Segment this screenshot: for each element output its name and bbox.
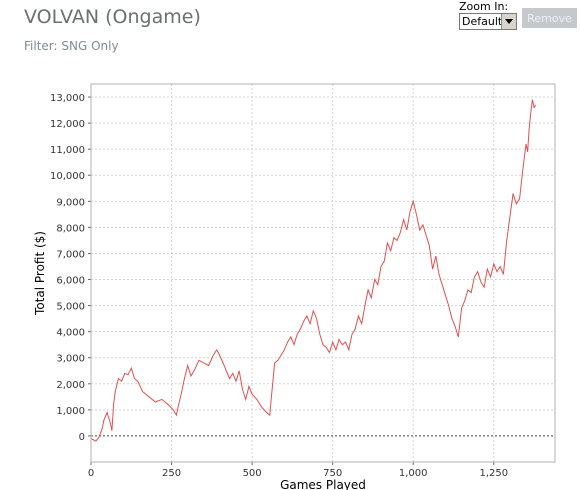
chevron-down-icon[interactable] [501,14,516,29]
x-tick-label: 500 [243,468,262,479]
x-tick-label: 750 [323,468,342,479]
x-axis-ticks: 0 250 500 750 1,000 1,250 [88,462,508,479]
x-tick-label: 1,250 [479,468,508,479]
grid-lines [91,84,555,462]
profit-series-line [90,99,537,442]
y-axis-ticks: 0 1,000 2,000 3,000 4,000 5,000 6,000 7,000 8,00… [50,93,91,443]
x-tick-label: 250 [162,468,181,479]
zoom-select[interactable]: Default [459,13,517,30]
y-tick-label: 6,000 [56,276,85,287]
x-tick-label: 1,000 [399,468,428,479]
y-tick-label: 11,000 [50,145,85,156]
y-tick-label: 8,000 [56,223,85,234]
y-tick-label: 12,000 [50,119,85,130]
y-tick-label: 9,000 [56,197,85,208]
x-tick-label: 0 [88,468,94,479]
y-tick-label: 7,000 [56,249,85,260]
y-tick-label: 13,000 [50,93,85,104]
y-tick-label: 10,000 [50,171,85,182]
y-axis-label: Total Profit ($) [33,231,47,316]
y-tick-label: 1,000 [56,406,85,417]
y-tick-label: 3,000 [56,354,85,365]
zoom-selected-value: Default [462,15,503,28]
plot-frame [90,83,556,463]
remove-button[interactable]: Remove [522,8,577,28]
y-tick-label: 2,000 [56,380,85,391]
y-tick-label: 4,000 [56,328,85,339]
page-title: VOLVAN (Ongame) [24,6,201,28]
y-tick-label: 5,000 [56,302,85,313]
y-tick-label: 0 [79,432,85,443]
zoom-label: Zoom In: [459,0,509,13]
filter-label: Filter: SNG Only [24,39,119,53]
x-axis-label: Games Played [280,478,366,490]
